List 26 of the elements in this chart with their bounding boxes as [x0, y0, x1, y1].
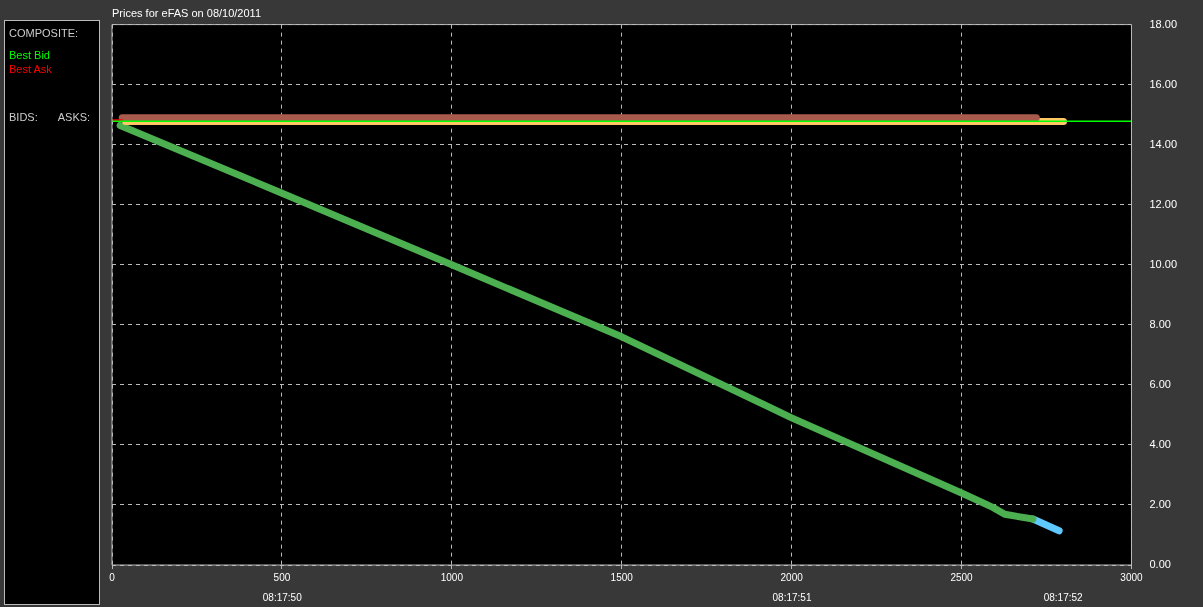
y-tick-label: 2.00	[1149, 497, 1171, 510]
legend-title: COMPOSITE:	[9, 27, 80, 39]
y-tick-label: 0.00	[1149, 558, 1171, 571]
x-tick-label: 500	[273, 571, 291, 583]
text: 08:17:52	[1043, 591, 1084, 603]
x-tick-label: 3000	[1120, 571, 1144, 583]
x-tick-label: 2000	[780, 571, 804, 583]
y-tick-label: 14.00	[1149, 137, 1177, 150]
y-tick-label: 18.00	[1149, 17, 1177, 30]
x-tick-label: 0	[109, 571, 116, 583]
chart-title: Prices for eFAS on 08/10/2011	[112, 7, 261, 20]
text: BIDS:	[9, 111, 38, 123]
y-tick-label: 10.00	[1149, 257, 1177, 270]
y-tick-label: 4.00	[1149, 437, 1171, 450]
text: ASKS:	[57, 111, 91, 123]
text: Best Bid	[9, 49, 51, 61]
text: 08:17:51	[772, 591, 812, 603]
x-tick-label: 2500	[950, 571, 974, 583]
text: Best Ask	[9, 63, 53, 75]
y-tick-label: 16.00	[1149, 77, 1177, 90]
y-tick-label: 8.00	[1149, 317, 1171, 330]
y-tick-label: 12.00	[1149, 197, 1177, 210]
x-tick-label: 1500	[610, 571, 634, 583]
x-tick-label: 1000	[440, 571, 464, 583]
text: 08:17:50	[262, 591, 303, 603]
y-tick-label: 6.00	[1149, 377, 1171, 390]
